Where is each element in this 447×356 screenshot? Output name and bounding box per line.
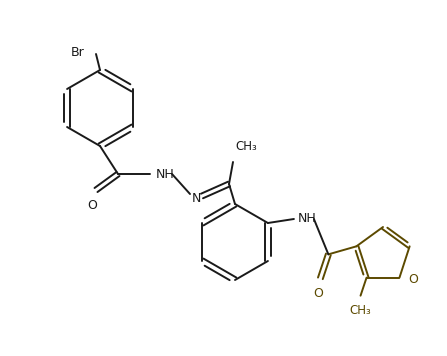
- Text: O: O: [409, 273, 418, 286]
- Text: Br: Br: [70, 46, 84, 58]
- Text: O: O: [313, 287, 323, 300]
- Text: NH: NH: [156, 168, 175, 180]
- Text: CH₃: CH₃: [235, 140, 257, 153]
- Text: O: O: [87, 199, 97, 212]
- Text: CH₃: CH₃: [350, 304, 371, 316]
- Text: N: N: [192, 192, 202, 204]
- Text: NH: NH: [298, 213, 316, 225]
